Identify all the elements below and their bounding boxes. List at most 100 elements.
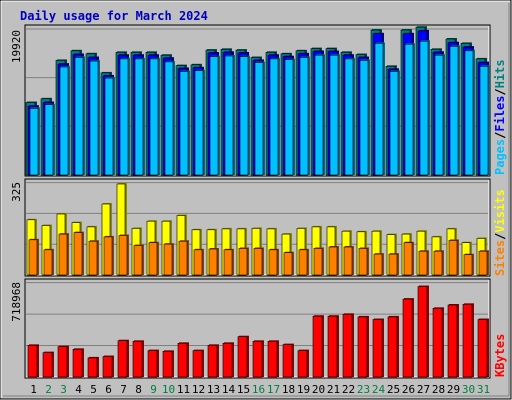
panel-kbytes	[24, 278, 491, 379]
kbytes-bar-day-21	[327, 315, 339, 378]
x-tick-label-day-20: 20	[312, 383, 325, 396]
ymax-label-hits: 19920	[10, 30, 23, 63]
sites-bar-day-19	[298, 248, 309, 276]
pages-bar-day-26	[404, 43, 415, 176]
kbytes-bar-day-20	[312, 315, 324, 378]
kbytes-bar-day-28	[432, 307, 444, 378]
sites-bar-day-23	[358, 247, 369, 276]
kbytes-bar-day-29	[447, 304, 459, 378]
pages-bar-day-2	[44, 103, 55, 176]
sites-bar-day-7	[118, 234, 129, 276]
pages-bar-day-11	[179, 70, 190, 176]
sites-bar-day-14	[223, 248, 234, 276]
panel-visits-sites	[24, 178, 491, 277]
sites-bar-day-28	[433, 250, 444, 276]
pages-bar-day-13	[209, 55, 220, 176]
sites-bar-day-10	[163, 243, 174, 276]
sites-bar-day-5	[88, 240, 99, 276]
kbytes-bar-day-30	[462, 303, 474, 378]
x-tick-label-day-1: 1	[30, 383, 37, 396]
x-tick-label-day-4: 4	[75, 383, 82, 396]
kbytes-bar-day-5	[87, 356, 99, 378]
pages-bar-day-16	[254, 61, 265, 176]
legend-sep-2: /	[493, 88, 507, 95]
sites-bar-day-20	[313, 247, 324, 276]
pages-bar-day-4	[74, 56, 85, 176]
legend-sites: Sites	[493, 240, 507, 276]
kbytes-bar-day-7	[117, 339, 129, 378]
x-tick-label-day-13: 13	[207, 383, 220, 396]
pages-bar-day-9	[149, 57, 160, 176]
pages-bar-day-5	[89, 60, 100, 176]
sites-bar-day-11	[178, 240, 189, 276]
sites-bar-day-25	[388, 253, 399, 276]
kbytes-bar-day-22	[342, 313, 354, 378]
x-tick-label-day-8: 8	[135, 383, 142, 396]
kbytes-bar-day-9	[147, 349, 159, 378]
kbytes-bar-day-31	[477, 318, 489, 378]
x-tick-label-day-22: 22	[342, 383, 355, 396]
x-tick-label-day-7: 7	[120, 383, 127, 396]
kbytes-bar-day-3	[57, 345, 69, 378]
x-tick-label-day-29: 29	[447, 383, 460, 396]
legend-pages: Pages	[493, 139, 507, 175]
pages-bar-day-12	[194, 69, 205, 176]
pages-bar-day-28	[434, 54, 445, 176]
kbytes-bar-day-2	[42, 351, 54, 378]
kbytes-bar-day-4	[72, 348, 84, 378]
pages-bar-day-7	[119, 57, 130, 176]
sites-bar-day-13	[208, 248, 219, 276]
kbytes-bar-day-16	[252, 340, 264, 378]
sites-bar-day-24	[373, 253, 384, 276]
pages-bar-day-22	[344, 57, 355, 176]
x-tick-label-day-31: 31	[477, 383, 490, 396]
sites-bar-day-21	[328, 246, 339, 276]
legend-visits: Visits	[493, 189, 507, 232]
sites-bar-day-27	[418, 250, 429, 276]
x-tick-label-day-25: 25	[387, 383, 400, 396]
sites-bar-day-22	[343, 246, 354, 276]
kbytes-bar-day-23	[357, 315, 369, 378]
kbytes-bar-day-10	[162, 350, 174, 378]
legend-hits: Hits	[493, 59, 507, 88]
kbytes-bar-day-17	[267, 340, 279, 378]
pages-bar-day-23	[359, 59, 370, 176]
x-tick-label-day-19: 19	[297, 383, 310, 396]
kbytes-bar-day-12	[192, 349, 204, 378]
kbytes-bar-day-18	[282, 343, 294, 378]
sites-bar-day-18	[283, 251, 294, 276]
pages-bar-day-30	[464, 49, 475, 176]
x-tick-label-day-16: 16	[252, 383, 265, 396]
x-tick-label-day-14: 14	[222, 383, 236, 396]
ymax-label-kbytes: 718968	[10, 282, 23, 322]
kbytes-bar-day-27	[417, 285, 429, 378]
pages-bar-day-1	[29, 107, 40, 176]
x-tick-label-day-11: 11	[177, 383, 190, 396]
x-tick-label-day-27: 27	[417, 383, 430, 396]
sites-bar-day-30	[463, 253, 474, 276]
pages-bar-day-14	[224, 55, 235, 176]
x-tick-label-day-26: 26	[402, 383, 415, 396]
sites-bar-day-6	[103, 235, 114, 276]
pages-bar-day-8	[134, 57, 145, 176]
x-tick-label-day-9: 9	[150, 383, 157, 396]
x-tick-label-day-12: 12	[192, 383, 205, 396]
pages-bar-day-10	[164, 60, 175, 176]
pages-bar-day-31	[479, 65, 490, 176]
sites-bar-day-8	[133, 244, 144, 276]
legend-kbytes: KBytes	[493, 334, 507, 377]
sites-bar-day-4	[73, 231, 84, 276]
pages-bar-day-15	[239, 55, 250, 176]
x-tick-label-day-30: 30	[462, 383, 475, 396]
kbytes-bar-day-19	[297, 349, 309, 378]
legend-files: Files	[493, 96, 507, 132]
sites-bar-day-26	[403, 241, 414, 276]
sites-bar-day-15	[238, 247, 249, 276]
legend-hits-files-pages: Pages/Files/Hits	[493, 59, 507, 175]
sites-bar-day-3	[58, 233, 69, 276]
x-tick-label-day-23: 23	[357, 383, 370, 396]
x-tick-label-day-2: 2	[45, 383, 52, 396]
panel-hits-files-pages	[24, 24, 491, 177]
pages-bar-day-19	[299, 56, 310, 176]
